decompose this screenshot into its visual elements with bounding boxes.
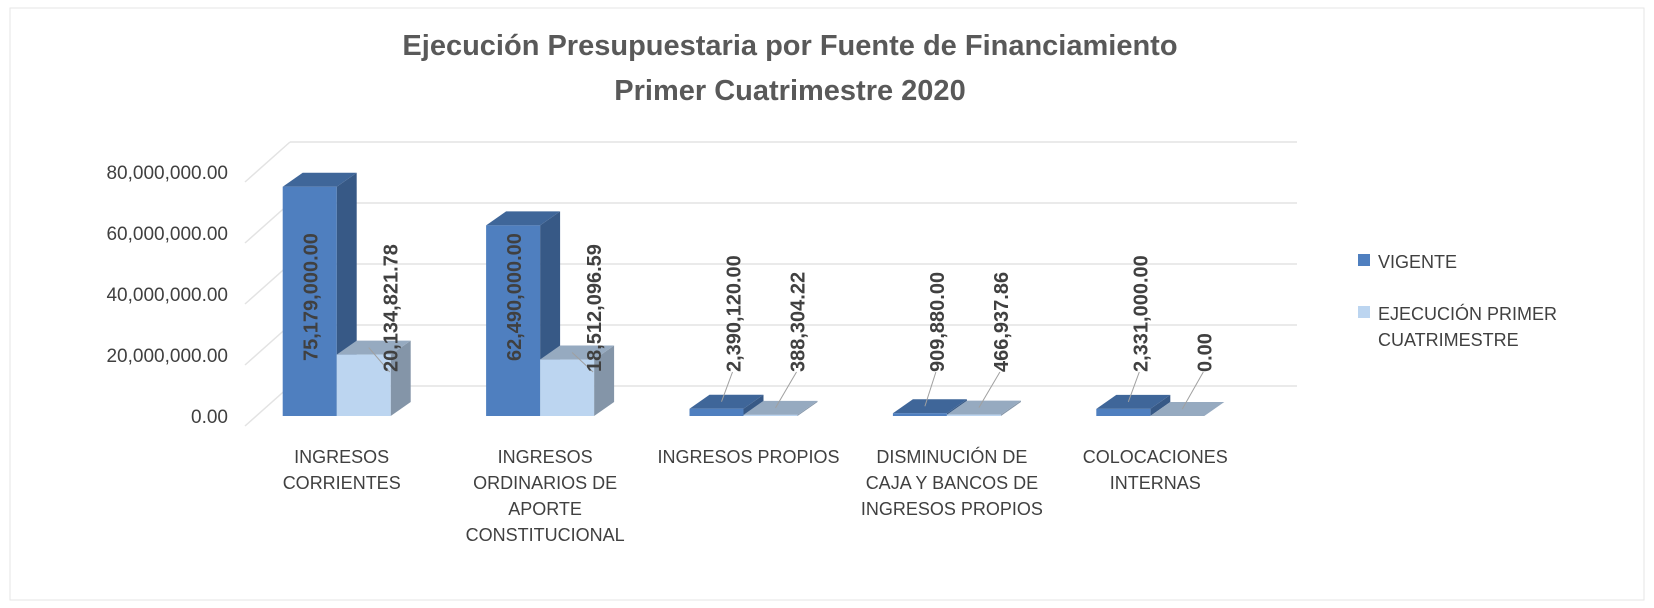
legend-label: EJECUCIÓN PRIMER CUATRIMESTRE bbox=[1378, 303, 1557, 350]
data-label: 0.00 bbox=[1194, 333, 1216, 372]
legend-swatch bbox=[1358, 254, 1370, 266]
data-label: 466,937.86 bbox=[991, 272, 1013, 372]
grid-line-side bbox=[244, 324, 291, 366]
x-tick-label: INGRESOS PROPIOS bbox=[657, 447, 839, 467]
bar-top bbox=[336, 340, 411, 355]
y-tick-label: 80,000,000.00 bbox=[106, 163, 228, 184]
bar-top bbox=[892, 399, 967, 414]
bar bbox=[540, 359, 595, 416]
grid-line-side bbox=[244, 263, 291, 305]
leader-line bbox=[978, 371, 1001, 408]
bar-top bbox=[282, 172, 357, 187]
legend-swatch bbox=[1358, 306, 1370, 318]
grid-line-side bbox=[244, 141, 291, 183]
x-tick-label: INGRESOS CORRIENTES bbox=[283, 447, 401, 493]
y-tick-label: 20,000,000.00 bbox=[106, 346, 228, 367]
bar bbox=[336, 354, 391, 416]
bar bbox=[282, 186, 337, 416]
y-tick-label: 0.00 bbox=[191, 407, 228, 428]
leader-line bbox=[368, 347, 391, 373]
legend-label: VIGENTE bbox=[1378, 252, 1457, 272]
leader-line bbox=[775, 371, 797, 409]
bar bbox=[892, 413, 947, 416]
y-tick-label: 60,000,000.00 bbox=[106, 224, 228, 245]
bar-top bbox=[946, 400, 1021, 415]
x-tick-label: COLOCACIONES INTERNAS bbox=[1083, 447, 1228, 493]
bar bbox=[743, 414, 798, 416]
leader-line bbox=[721, 371, 733, 402]
bar bbox=[1096, 408, 1151, 416]
bar-top bbox=[1150, 402, 1225, 416]
bar-side bbox=[1000, 400, 1021, 416]
bar bbox=[486, 225, 541, 416]
bar-side bbox=[797, 400, 818, 416]
leader-line bbox=[1181, 371, 1204, 410]
leader-line bbox=[571, 352, 594, 373]
bar-top bbox=[743, 400, 818, 415]
leader-line bbox=[924, 371, 937, 407]
grid-line-side bbox=[244, 202, 291, 244]
data-label: 20,134,821.78 bbox=[381, 244, 403, 372]
bar-side bbox=[594, 345, 615, 416]
bar bbox=[946, 414, 1001, 416]
bar bbox=[689, 408, 744, 416]
x-tick-label: DISMINUCIÓN DE CAJA Y BANCOS DE INGRESOS P… bbox=[861, 446, 1043, 519]
y-tick-label: 40,000,000.00 bbox=[106, 285, 228, 306]
leader-line bbox=[1127, 371, 1140, 403]
chart-border bbox=[9, 7, 1645, 601]
data-label: 18,512,096.59 bbox=[584, 244, 606, 372]
chart-subtitle: Primer Cuatrimestre 2020 bbox=[614, 75, 965, 107]
x-tick-label: INGRESOS ORDINARIOS DE APORTE CONSTITUCIONA… bbox=[466, 447, 625, 545]
bar-side bbox=[390, 340, 411, 416]
data-label: 2,390,120.00 bbox=[724, 255, 746, 372]
bar-side bbox=[743, 394, 764, 416]
data-label: 62,490,000.00 bbox=[504, 233, 526, 361]
bar-top bbox=[689, 394, 764, 409]
bar-top bbox=[540, 345, 615, 360]
bar-top bbox=[486, 211, 561, 226]
data-label: 909,880.00 bbox=[927, 272, 949, 372]
chart-title: Ejecución Presupuestaria por Fuente de F… bbox=[402, 30, 1177, 62]
data-label: 388,304.22 bbox=[788, 272, 810, 372]
data-label: 75,179,000.00 bbox=[301, 233, 323, 361]
grid-line-side bbox=[244, 385, 291, 427]
bar-top bbox=[1096, 394, 1171, 409]
data-label: 2,331,000.00 bbox=[1130, 255, 1152, 372]
bar-side bbox=[1150, 394, 1171, 416]
